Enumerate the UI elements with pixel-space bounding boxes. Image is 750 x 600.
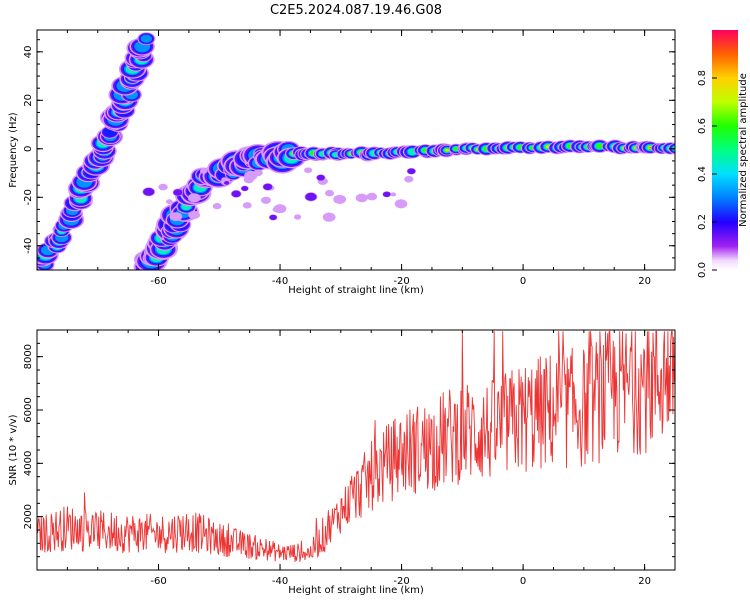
colorbar-gradient	[712, 30, 738, 270]
figure-title: C2E5.2024.087.19.46.G08	[270, 3, 442, 18]
snr-x-tick-label: -40	[272, 576, 288, 587]
snr-x-label: Height of straight line (km)	[288, 585, 424, 596]
spectrogram-y-tick-label: -20	[23, 189, 34, 205]
snr-frame	[36, 329, 676, 571]
colorbar-tick-label: 0.6	[697, 118, 708, 134]
snr-x-tick-label: -60	[150, 576, 166, 587]
spectrogram-cell	[333, 194, 347, 204]
spectrogram-cell	[596, 143, 604, 149]
snr-ticks: -60 -40 -20 0 20 2000 4000 6000 8000	[23, 329, 676, 587]
spectrogram-x-tick-label: -40	[272, 276, 288, 287]
spectrogram-cell	[244, 170, 258, 181]
spectrogram-cell	[407, 168, 416, 175]
spectrogram-cell	[390, 192, 397, 197]
spectrogram-x-tick-label: 0	[520, 276, 526, 287]
spectrogram-cell	[165, 199, 173, 205]
colorbar-tick-label: 0.4	[697, 166, 708, 182]
spectrogram-panel: -60 -40 -20 0 20 -40 -20 0 20 40 Height of straig…	[8, 29, 676, 296]
spectrogram-frame	[36, 29, 676, 271]
colorbar-tick-label: 0.0	[697, 262, 708, 278]
spectrogram-cell	[199, 168, 208, 174]
spectrogram-cell	[231, 190, 241, 198]
colorbar-ticks: 0.0 0.2 0.4 0.6 0.8	[697, 70, 717, 278]
spectrogram-cell	[325, 189, 335, 197]
spectrogram-cell	[241, 186, 249, 192]
snr-panel: -60 -40 -20 0 20 2000 4000 6000 8000 Height of s…	[8, 329, 676, 596]
snr-y-label: SNR (10 * v/v)	[8, 414, 19, 485]
spectrogram-cell	[158, 183, 168, 191]
snr-series-line	[37, 330, 675, 562]
spectrogram-cell	[140, 34, 153, 43]
spectrogram-x-tick-label: 20	[638, 276, 651, 287]
spectrogram-cell	[305, 192, 317, 201]
spectrogram-cell	[445, 148, 449, 152]
spectrogram-cell	[143, 187, 155, 196]
spectrogram-cell	[316, 174, 325, 181]
colorbar-tick-label: 0.2	[697, 214, 708, 230]
spectrogram-cell	[394, 199, 408, 209]
spectrogram-cell	[322, 212, 336, 222]
spectrogram-cell	[188, 210, 200, 220]
spectrogram-cell	[366, 192, 378, 201]
spectrogram-cell	[269, 214, 277, 221]
spectrogram-y-tick-label: 0	[23, 146, 34, 152]
spectrogram-y-label: Frequency (Hz)	[8, 112, 19, 188]
snr-x-tick-label: 20	[638, 576, 651, 587]
colorbar-tick-label: 0.8	[697, 70, 708, 86]
snr-y-tick-label: 2000	[23, 504, 34, 529]
spectrogram-cell	[272, 206, 281, 213]
spectrogram-x-tick-label: -20	[393, 276, 409, 287]
spectrogram-y-tick-label: -40	[23, 238, 34, 254]
spectrogram-cell	[355, 193, 368, 203]
spectrogram-cell	[242, 202, 252, 209]
spectrogram-y-tick-label: 40	[23, 45, 34, 58]
spectrogram-marks	[37, 32, 675, 270]
spectrogram-x-tick-label: -60	[150, 276, 166, 287]
colorbar: 0.0 0.2 0.4 0.6 0.8 Normalized spectral ampl…	[697, 30, 749, 278]
spectrogram-cell	[260, 196, 271, 204]
spectrogram-cell	[169, 212, 183, 222]
spectrogram-x-label: Height of straight line (km)	[288, 285, 424, 296]
spectrogram-cell	[224, 181, 230, 185]
snr-y-tick-label: 4000	[23, 451, 34, 476]
spectrogram-cell	[304, 167, 313, 174]
spectrogram-cell	[382, 191, 391, 198]
spectrogram-cell	[212, 203, 222, 210]
spectrogram-cell	[187, 193, 201, 203]
spectrogram-ticks: -60 -40 -20 0 20 -40 -20 0 20 40	[23, 30, 676, 287]
spectrogram-cell	[293, 214, 302, 220]
snr-y-tick-label: 8000	[23, 344, 34, 369]
snr-x-tick-label: -20	[393, 576, 409, 587]
colorbar-label: Normalized spectral amplitude	[738, 73, 749, 227]
snr-x-tick-label: 0	[520, 576, 526, 587]
spectrogram-cell	[404, 175, 414, 183]
spectrogram-y-tick-label: 20	[23, 94, 34, 107]
snr-marks	[37, 330, 675, 562]
spectrogram-cell	[173, 189, 183, 196]
spectrogram-cell	[263, 183, 273, 191]
snr-y-tick-label: 6000	[23, 397, 34, 422]
